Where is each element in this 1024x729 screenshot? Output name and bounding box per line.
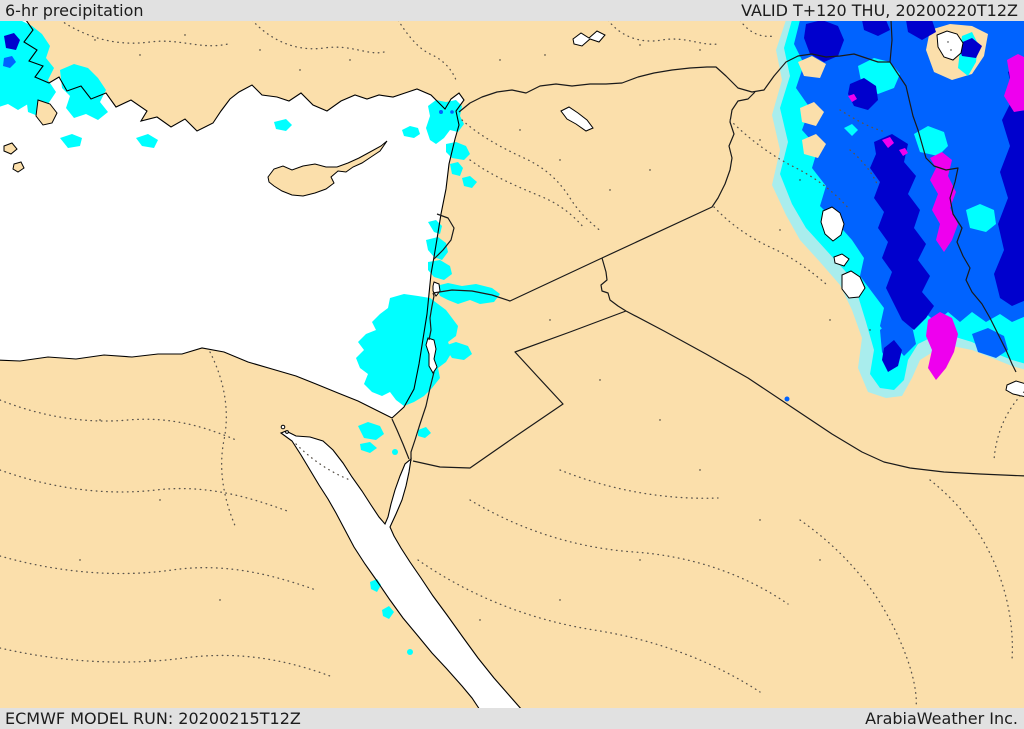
border-turkey-iran	[889, 19, 893, 63]
sea-layer	[0, 20, 522, 710]
lake-layer	[280, 30, 1024, 434]
model-run-label: ECMWF MODEL RUN: 20200215T12Z	[5, 709, 301, 728]
border-layer	[391, 19, 1024, 477]
border-israel-egypt	[391, 418, 410, 460]
island-rhodes	[35, 99, 58, 126]
lake-habbaniyah	[833, 253, 850, 267]
border-jordan-rift	[410, 292, 435, 461]
lake-ataturk	[572, 30, 606, 47]
island-layer	[3, 99, 388, 197]
border-iraq-saudi	[625, 310, 1024, 477]
lake-razzaza	[841, 270, 866, 299]
lake-assad	[560, 106, 594, 132]
border-jordan-iraq	[600, 257, 627, 312]
product-label: 6-hr precipitation	[5, 1, 144, 20]
border-jordan-saudi	[412, 310, 627, 469]
border-syria-iraq	[601, 91, 756, 259]
top-info-bar: 6-hr precipitation VALID T+120 THU, 2020…	[0, 0, 1024, 21]
border-syria-jordan	[432, 257, 603, 302]
border-lebanon	[433, 213, 455, 260]
speckle-layer	[79, 34, 952, 661]
credit-label: ArabiaWeather Inc.	[865, 709, 1018, 728]
precip-layer-heavy	[4, 20, 1024, 372]
valid-time-label: VALID T+120 THU, 20200220T12Z	[741, 1, 1018, 20]
admin-boundary-layer	[0, 19, 1024, 709]
island-cyprus	[267, 140, 388, 197]
border-turkey-south	[458, 53, 890, 113]
persian-gulf-tip	[1005, 380, 1024, 398]
dead-sea	[425, 337, 438, 374]
border-iran-iraq	[889, 61, 1017, 373]
precip-layer-extreme	[848, 54, 1024, 380]
bottom-info-bar: ECMWF MODEL RUN: 20200215T12Z ArabiaWeat…	[0, 708, 1024, 729]
lake-urmia	[936, 30, 964, 61]
lake-tharthar	[820, 206, 845, 242]
